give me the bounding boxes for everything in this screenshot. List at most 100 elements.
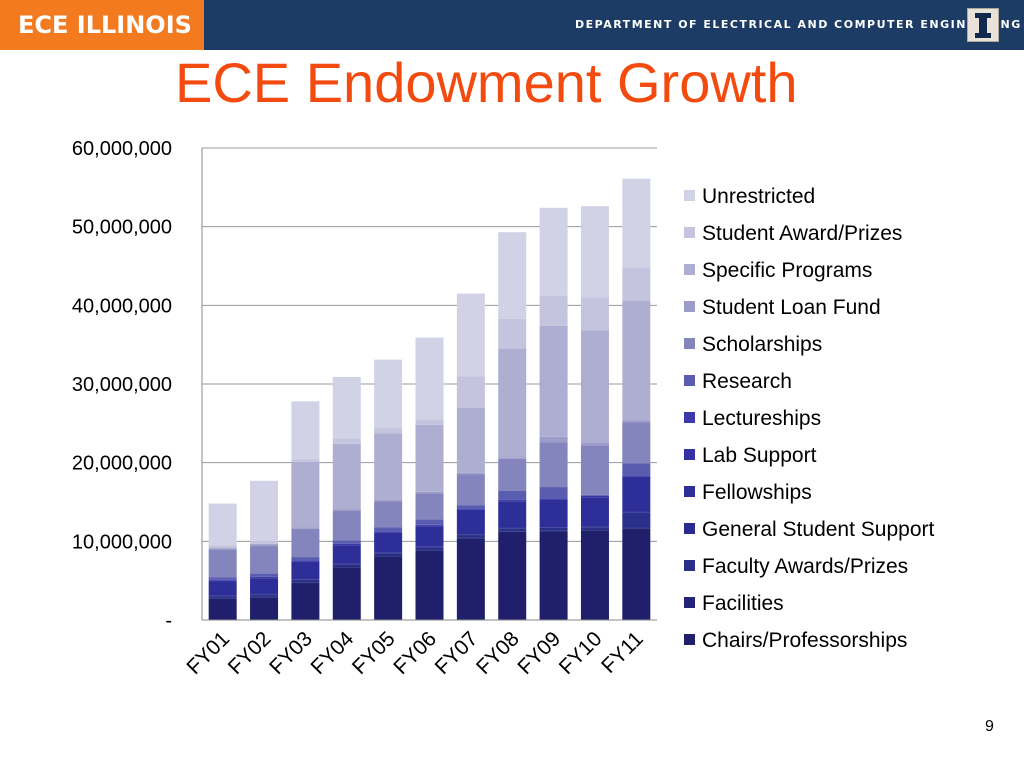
bar-segment [374,531,403,533]
bar-segment [332,510,361,541]
bar-segment [208,596,237,598]
bar-segment [291,561,320,562]
y-tick-label: 20,000,000 [72,453,172,475]
bar-segment [415,549,444,551]
bar-segment [291,583,320,620]
bar-segment [208,547,237,549]
bar-segment [622,300,651,421]
x-tick-label: FY07 [431,627,483,679]
bar-segment [332,540,361,544]
x-tick-label: FY11 [597,627,648,678]
bar-segment [415,547,444,550]
bar-segment [580,494,609,496]
bar-segment [456,472,485,475]
bar-segment [498,318,527,349]
bar-segment [291,582,320,584]
x-tick-label: FY09 [513,627,565,679]
bar-segment [208,580,237,582]
bar-segment [539,527,568,528]
bar-segment [622,476,651,512]
bar-segment [374,359,403,429]
bar-segment [456,407,485,473]
bar-segment [208,548,237,550]
bar-segment [291,579,320,583]
bar-segment [415,525,444,527]
bar-segment [332,563,361,565]
bar-segment [374,552,403,554]
bar-segment [498,458,527,491]
bar-segment [208,503,237,546]
bar-segment [415,519,444,525]
bar-segment [456,376,485,408]
bar-segment [456,474,485,506]
bar-segment [415,524,444,526]
bar-segment [539,499,568,528]
bars [208,178,651,620]
bar-segment [498,527,527,529]
bar-segment [208,597,237,599]
bar-segment [622,527,651,529]
bar-segment [332,438,361,444]
bar-segment [332,566,361,568]
bar-segment [622,267,651,301]
header-bar: ECE ILLINOIS DEPARTMENT OF ELECTRICAL AN… [0,0,1024,50]
bar-segment [415,493,444,520]
bar-segment [250,543,279,545]
x-tick-label: FY04 [307,627,359,679]
bar-segment [374,532,403,553]
bar-segment [291,560,320,561]
legend-swatch [684,264,695,275]
y-tick-label: 40,000,000 [72,295,172,317]
y-tick-label: - [165,610,172,632]
bar-segment [415,526,444,547]
bar-segment [250,541,279,544]
legend-label: Lectureships [702,407,821,430]
bar-segment [622,476,651,477]
bar-segment [498,457,527,459]
legend-swatch [684,523,695,534]
bar-segment [415,419,444,425]
bar-segment [580,530,609,620]
bar-segment [456,509,485,510]
bar-segment [291,561,320,580]
bar-segment [208,595,237,597]
bar-segment [622,475,651,477]
legend-swatch [684,375,695,386]
bar-segment [250,596,279,598]
bar-segment [332,544,361,546]
bar-segment [456,505,485,509]
bar-segment [580,527,609,530]
legend-label: Unrestricted [702,185,815,208]
bar-segment [580,496,609,498]
bar-segment [250,594,279,595]
page-number: 9 [985,718,994,735]
bar-segment [539,325,568,437]
bar-segment [208,549,237,578]
bar-segment [456,538,485,620]
bar-segment [415,491,444,494]
legend-label: Student Award/Prizes [702,222,902,245]
bar-segment [374,433,403,500]
bar-segment [332,543,361,545]
university-logo-icon [967,8,999,42]
bar-segment [415,550,444,620]
bar-segment [539,436,568,443]
bar-segment [332,545,361,564]
y-tick-label: 30,000,000 [72,374,172,396]
bar-segment [539,487,568,499]
bar-segment [498,531,527,620]
y-tick-label: 50,000,000 [72,217,172,239]
bar-segment [539,295,568,326]
x-tick-label: FY05 [348,627,400,679]
bar-segment [208,577,237,580]
bar-segment [622,512,651,528]
bar-segment [374,499,403,502]
department-name: DEPARTMENT OF ELECTRICAL AND COMPUTER EN… [575,18,1022,31]
bar-segment [580,495,609,497]
bar-segment [580,297,609,331]
bar-segment [539,207,568,296]
bar-segment [622,463,651,476]
bar-segment [539,498,568,499]
bar-segment [332,443,361,510]
